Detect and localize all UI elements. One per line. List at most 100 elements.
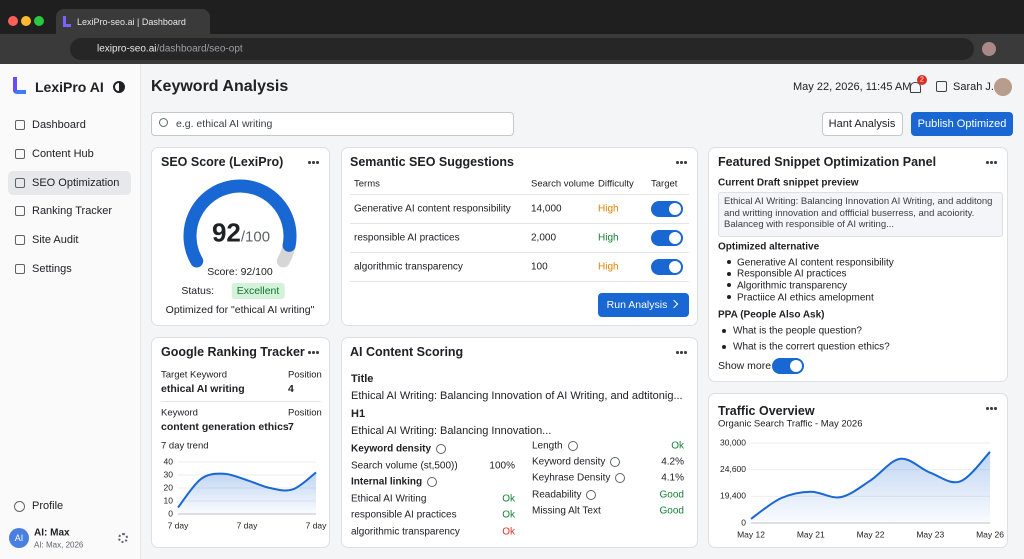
metric-label: algorithmic transparency [351, 526, 460, 538]
user-name: AI: Max [34, 527, 70, 539]
show-more[interactable]: Show more [718, 360, 772, 372]
profile-link[interactable]: Profile [32, 500, 64, 512]
menu-dot[interactable] [316, 351, 319, 354]
toggle-knob [669, 232, 681, 244]
button-label: Run Analysis [606, 299, 668, 311]
position-label: Position [288, 407, 322, 418]
position: 4 [288, 383, 294, 395]
window-control[interactable] [34, 16, 44, 26]
keyword-label: Target Keyword [161, 369, 228, 381]
menu-dot[interactable] [986, 407, 989, 410]
card-title: AI Content Scoring [350, 345, 464, 359]
address-bar[interactable] [70, 38, 974, 60]
metric-value: Ok [671, 440, 684, 452]
row-divider [350, 252, 689, 253]
menu-dot[interactable] [316, 161, 319, 164]
tab-favicon [63, 16, 71, 27]
field-label: Title [351, 373, 374, 385]
button-label: Publish Optimized [917, 118, 1007, 130]
row-divider [350, 194, 689, 195]
alt-item: Practiice AI ethics amelopment [737, 292, 874, 304]
tab-title: LexiPro-seo.ai | Dashboard [77, 17, 186, 27]
menu-dot[interactable] [676, 351, 679, 354]
primary-button[interactable] [911, 112, 1013, 136]
ppa-question[interactable]: What is the people question? [733, 325, 862, 337]
card-title: SEO Score (LexiPro) [161, 155, 284, 169]
term: algorithmic transparency [354, 261, 463, 273]
bell-icon[interactable] [910, 82, 921, 93]
metric-value: 4.2% [661, 456, 684, 468]
menu-dot[interactable] [990, 161, 993, 164]
info-icon [427, 477, 437, 488]
toggle-knob [669, 261, 681, 273]
calendar-icon [936, 81, 947, 92]
nav-item[interactable]: Settings [32, 263, 72, 275]
bullet [727, 260, 731, 264]
column-header: Difficulty [598, 178, 634, 190]
menu-dot[interactable] [308, 351, 311, 354]
nav-item[interactable]: SEO Optimization [32, 176, 120, 189]
field-text: Ethical AI Writing: Balancing Innovation… [351, 425, 552, 437]
keyword: content generation ethics [161, 420, 289, 433]
info-icon [436, 444, 446, 454]
menu-dot[interactable] [312, 351, 315, 354]
card [708, 147, 1008, 382]
menu-dot[interactable] [676, 161, 679, 164]
browser-avatar[interactable] [982, 42, 996, 56]
nav-item[interactable]: Ranking Tracker [32, 205, 113, 218]
browser-tab[interactable] [56, 9, 210, 34]
menu-dot[interactable] [994, 407, 997, 410]
notification-badge [917, 75, 927, 85]
menu-dot[interactable] [986, 161, 989, 164]
row-divider [350, 281, 689, 282]
metric-value: Good [659, 489, 684, 501]
nav-item[interactable]: Site Audit [32, 234, 79, 247]
metric-label: Length [532, 440, 563, 452]
nav-icon [15, 235, 25, 246]
nav-icon [15, 206, 25, 217]
metric-value: Ok [502, 526, 515, 538]
nav-icon [15, 264, 25, 274]
card-subtitle: Organic Search Traffic - May 2026 [718, 418, 863, 430]
position-label: Position [288, 369, 322, 381]
url-text: lexipro-seo.ai/dashboard/seo-opt [97, 44, 243, 55]
menu-dot[interactable] [308, 161, 311, 164]
metric-label: Internal linking [351, 476, 423, 488]
card-title: Semantic SEO Suggestions [350, 155, 514, 169]
score-value: 92 [211, 217, 241, 248]
difficulty: High [598, 232, 619, 244]
settings-gear[interactable] [118, 533, 128, 543]
secondary-button[interactable] [822, 112, 903, 136]
search-volume: 2,000 [531, 232, 557, 244]
nav-item[interactable]: Content Hub [32, 147, 94, 160]
toggle-knob [669, 203, 681, 215]
menu-dot[interactable] [994, 161, 997, 164]
datetime: May 22, 2026, 11:45 AM [793, 81, 912, 93]
run-button[interactable] [598, 293, 689, 317]
theme-toggle[interactable] [113, 81, 125, 93]
menu-dot[interactable] [680, 161, 683, 164]
menu-dot[interactable] [684, 161, 687, 164]
header-avatar[interactable] [994, 78, 1012, 96]
search-box[interactable] [151, 112, 514, 136]
metric-label: Keyhrase Density [532, 472, 611, 484]
alt-item: Responsible AI practices [737, 268, 847, 280]
search-volume: 100 [531, 261, 548, 273]
metric-value: Ok [502, 493, 515, 505]
bullet [727, 295, 731, 300]
menu-dot[interactable] [680, 351, 683, 354]
window-control[interactable] [8, 16, 18, 26]
metric-label: responsible AI practices [351, 509, 457, 521]
notification-count: 2 [920, 76, 924, 84]
search-volume: 14,000 [531, 203, 562, 215]
menu-dot[interactable] [990, 407, 993, 410]
ppa-question[interactable]: What is the corrert question ethics? [733, 341, 890, 353]
menu-dot[interactable] [312, 161, 315, 164]
nav-item[interactable]: Dashboard [32, 119, 86, 131]
section-heading: Optimized alternative [718, 241, 820, 253]
alt-item: Generative AI content responsibility [737, 257, 894, 268]
menu-dot[interactable] [684, 351, 687, 354]
metric-label: Keyword density [532, 456, 606, 468]
metric-value: 4.1% [661, 472, 684, 484]
window-control[interactable] [21, 16, 31, 26]
